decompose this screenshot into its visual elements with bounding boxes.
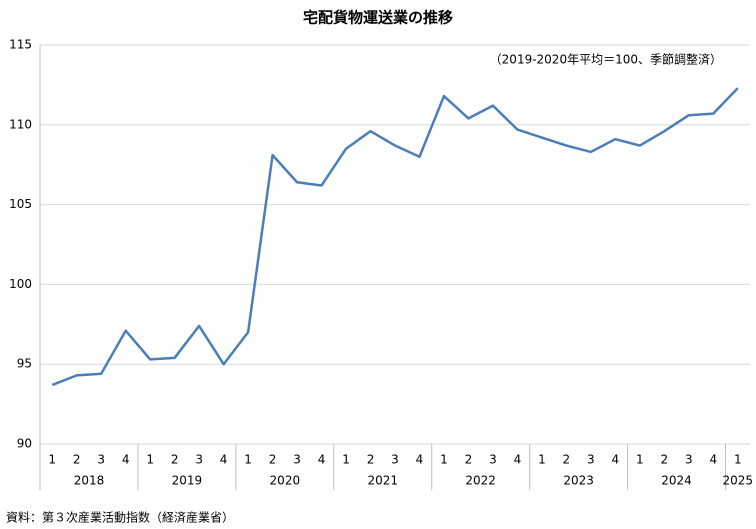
x-tick-label: 1 (734, 453, 742, 467)
x-group-label: 2023 (563, 474, 594, 488)
y-tick-label: 115 (9, 38, 32, 52)
x-group-label: 2022 (465, 474, 496, 488)
x-tick-label: 3 (685, 453, 693, 467)
x-tick-label: 3 (97, 453, 105, 467)
x-tick-label: 4 (318, 453, 326, 467)
x-tick-label: 2 (171, 453, 179, 467)
x-tick-label: 2 (465, 453, 473, 467)
x-tick-label: 3 (195, 453, 203, 467)
x-tick-label: 2 (269, 453, 277, 467)
x-tick-label: 2 (73, 453, 81, 467)
chart-title: 宅配貨物運送業の推移 (303, 9, 453, 27)
y-tick-label: 110 (9, 117, 32, 131)
x-tick-label: 3 (293, 453, 301, 467)
x-tick-label: 3 (489, 453, 497, 467)
x-tick-label: 1 (538, 453, 546, 467)
x-tick-label: 1 (342, 453, 350, 467)
x-tick-label: 2 (660, 453, 668, 467)
x-tick-label: 2 (563, 453, 571, 467)
x-tick-label: 4 (514, 453, 522, 467)
x-group-label: 2025 (722, 474, 753, 488)
x-tick-label: 3 (587, 453, 595, 467)
x-tick-label: 1 (244, 453, 252, 467)
x-group-label: 2021 (367, 474, 398, 488)
x-tick-label: 2 (367, 453, 375, 467)
x-tick-label: 4 (122, 453, 130, 467)
x-tick-label: 1 (48, 453, 56, 467)
x-tick-label: 1 (440, 453, 448, 467)
y-tick-label: 105 (9, 197, 32, 211)
x-tick-label: 4 (220, 453, 228, 467)
x-tick-label: 4 (709, 453, 717, 467)
y-tick-label: 95 (17, 357, 32, 371)
data-line (51, 87, 739, 387)
x-group-label: 2019 (172, 474, 203, 488)
annotation: （2019-2020年平均＝100、季節調整済） (490, 52, 722, 67)
y-tick-label: 100 (9, 277, 32, 291)
x-tick-label: 4 (612, 453, 620, 467)
x-tick-label: 1 (636, 453, 644, 467)
x-group-label: 2020 (270, 474, 301, 488)
source-note: 資料：第３次産業活動指数（経済産業省） (6, 510, 234, 525)
y-tick-label: 90 (17, 437, 32, 451)
x-tick-label: 1 (146, 453, 154, 467)
x-group-label: 2018 (74, 474, 105, 488)
x-tick-label: 4 (416, 453, 424, 467)
x-tick-label: 3 (391, 453, 399, 467)
x-group-label: 2024 (661, 474, 692, 488)
